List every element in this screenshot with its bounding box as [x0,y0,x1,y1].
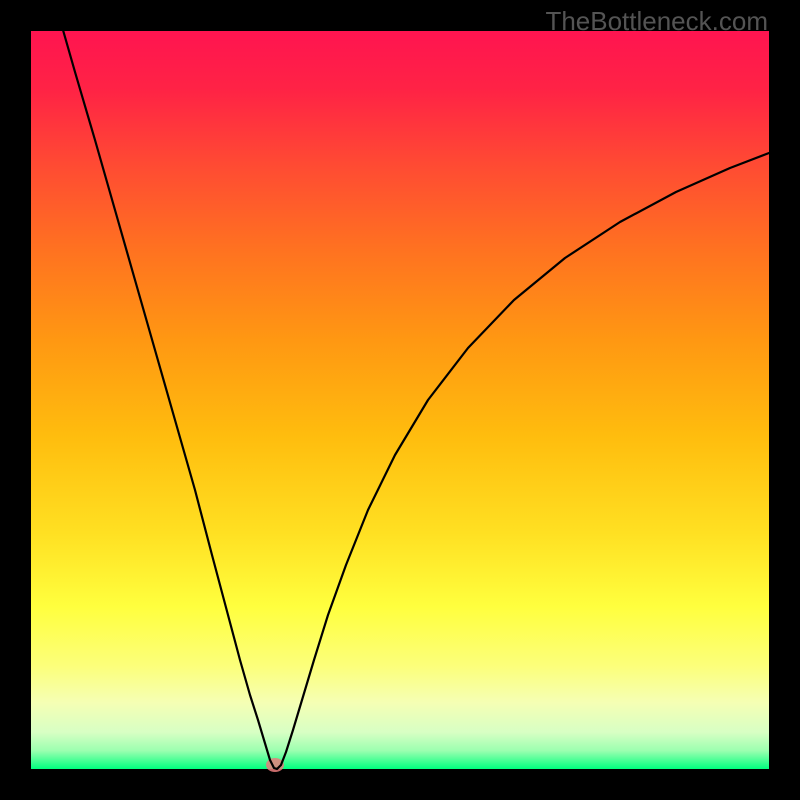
bottleneck-curve [61,23,769,769]
chart-container: TheBottleneck.com [0,0,800,800]
curve-layer [0,0,800,800]
watermark-text: TheBottleneck.com [545,6,768,37]
